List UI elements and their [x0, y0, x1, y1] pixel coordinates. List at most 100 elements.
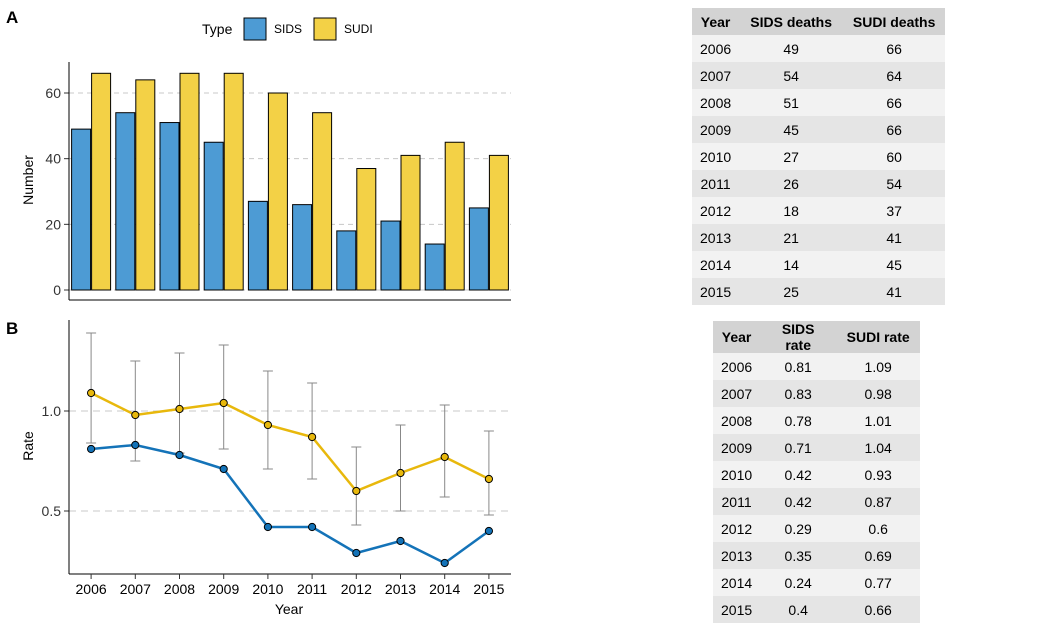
table-rates: Year SIDS rate SUDI rate 2006 0.81 1.09 2007 0…: [713, 321, 921, 623]
x-tick-label: 2014: [429, 581, 460, 597]
x-tick-label: 2010: [252, 581, 283, 597]
x-tick-label: 2015: [473, 581, 504, 597]
table-cell: 64: [843, 62, 946, 89]
table-cell: 1.01: [836, 407, 921, 434]
column-header: Year: [692, 8, 740, 35]
table-cell: 2012: [713, 515, 761, 542]
bar-sudi-2009: [223, 72, 244, 291]
bar-sudi-2013: [400, 154, 421, 291]
point-sids-2011: [308, 522, 317, 532]
table-row: 2007 54 64: [692, 62, 946, 89]
table-cell: 0.77: [836, 569, 921, 596]
y-tick-label: 0: [53, 282, 61, 298]
point-sudi-2008: [175, 404, 184, 414]
line-chart-rates: 0.5 1.0 2006 2007 2008 2009 2010 2011 2012 2013 20…: [42, 320, 511, 597]
table-cell: 51: [739, 89, 844, 116]
bar-sudi-2015: [488, 154, 509, 291]
table-cell: 0.66: [836, 596, 921, 623]
bar-chart-deaths: 0 20 40 60: [45, 62, 511, 301]
legend-label-sids: SIDS: [274, 22, 302, 36]
table-row: 2009 0.71 1.04: [713, 434, 921, 461]
table-cell: 0.24: [760, 569, 837, 596]
table-row: 2014 0.24 0.77: [713, 569, 921, 596]
point-sids-2014: [440, 558, 449, 568]
table-cell: 0.81: [760, 353, 837, 380]
table-cell: 2008: [692, 89, 740, 116]
table-cell: 66: [843, 89, 946, 116]
table-cell: 54: [739, 62, 844, 89]
point-sids-2015: [484, 526, 493, 536]
point-sudi-2013: [396, 468, 405, 478]
column-header: Year: [713, 321, 761, 353]
legend-label-sudi: SUDI: [344, 22, 373, 36]
table-cell: 2006: [692, 35, 740, 62]
table-cell: 41: [843, 224, 946, 251]
bar-sids-2008: [159, 122, 180, 291]
table-cell: 41: [843, 278, 946, 305]
table-cell: 2012: [692, 197, 740, 224]
bar-sudi-2012: [356, 168, 377, 291]
column-header: SUDI rate: [836, 321, 921, 353]
line-sids: [90, 443, 490, 565]
table-cell: 25: [739, 278, 844, 305]
y-tick-label: 1.0: [42, 403, 62, 419]
table-cell: 37: [843, 197, 946, 224]
x-tick-label: 2013: [385, 581, 416, 597]
error-bar-2006: [86, 332, 97, 444]
table-header-row: Year SIDS deaths SUDI deaths: [692, 8, 946, 35]
table-cell: 2011: [713, 488, 761, 515]
table-row: 2013 0.35 0.69: [713, 542, 921, 569]
error-bar-2012: [351, 446, 362, 526]
table-cell: 1.04: [836, 434, 921, 461]
table-cell: 0.42: [760, 461, 837, 488]
column-header: SIDS rate: [760, 321, 837, 353]
table-cell: 0.87: [836, 488, 921, 515]
table-cell: 2009: [692, 116, 740, 143]
table-cell: 2007: [692, 62, 740, 89]
table-row: 2011 26 54: [692, 170, 946, 197]
error-bar-2013: [395, 424, 406, 512]
point-sids-2008: [175, 450, 184, 460]
error-bar-2009: [218, 344, 229, 450]
error-bar-2008: [174, 352, 185, 454]
table-cell: 0.69: [836, 542, 921, 569]
point-sids-2007: [131, 440, 140, 450]
error-bar-2011: [307, 382, 318, 480]
table-cell: 26: [739, 170, 844, 197]
table-cell: 49: [739, 35, 844, 62]
x-tick-label: 2007: [120, 581, 151, 597]
table-cell: 0.35: [760, 542, 837, 569]
point-sids-2012: [352, 548, 361, 558]
table-cell: 1.09: [836, 353, 921, 380]
column-header: SIDS deaths: [739, 8, 844, 35]
table-row: 2006 0.81 1.09: [713, 353, 921, 380]
table-cell: 2014: [713, 569, 761, 596]
table-cell: 0.42: [760, 488, 837, 515]
y-tick-label: 0.5: [42, 503, 62, 519]
table-cell: 2009: [713, 434, 761, 461]
table-cell: 0.83: [760, 380, 837, 407]
table-cell: 66: [843, 116, 946, 143]
table-cell: 2014: [692, 251, 740, 278]
table-cell: 2007: [713, 380, 761, 407]
table-deaths: Year SIDS deaths SUDI deaths 2006 49 66 2007 5…: [692, 8, 946, 305]
column-header: SUDI deaths: [843, 8, 946, 35]
table-cell: 45: [843, 251, 946, 278]
table-row: 2013 21 41: [692, 224, 946, 251]
point-sudi-2010: [263, 420, 272, 430]
table-row: 2006 49 66: [692, 35, 946, 62]
table-cell: 2006: [713, 353, 761, 380]
point-sids-2006: [87, 444, 96, 454]
bar-sids-2007: [115, 112, 136, 291]
table-cell: 14: [739, 251, 844, 278]
y-tick-label: 60: [45, 85, 61, 101]
table-row: 2010 27 60: [692, 143, 946, 170]
table-cell: 2011: [692, 170, 740, 197]
bar-sids-2006: [71, 128, 92, 291]
point-sudi-2007: [131, 410, 140, 420]
x-tick-label: 2009: [208, 581, 239, 597]
y-axis-label-rate: Rate: [20, 431, 36, 461]
table-row: 2015 25 41: [692, 278, 946, 305]
table-cell: 2010: [692, 143, 740, 170]
